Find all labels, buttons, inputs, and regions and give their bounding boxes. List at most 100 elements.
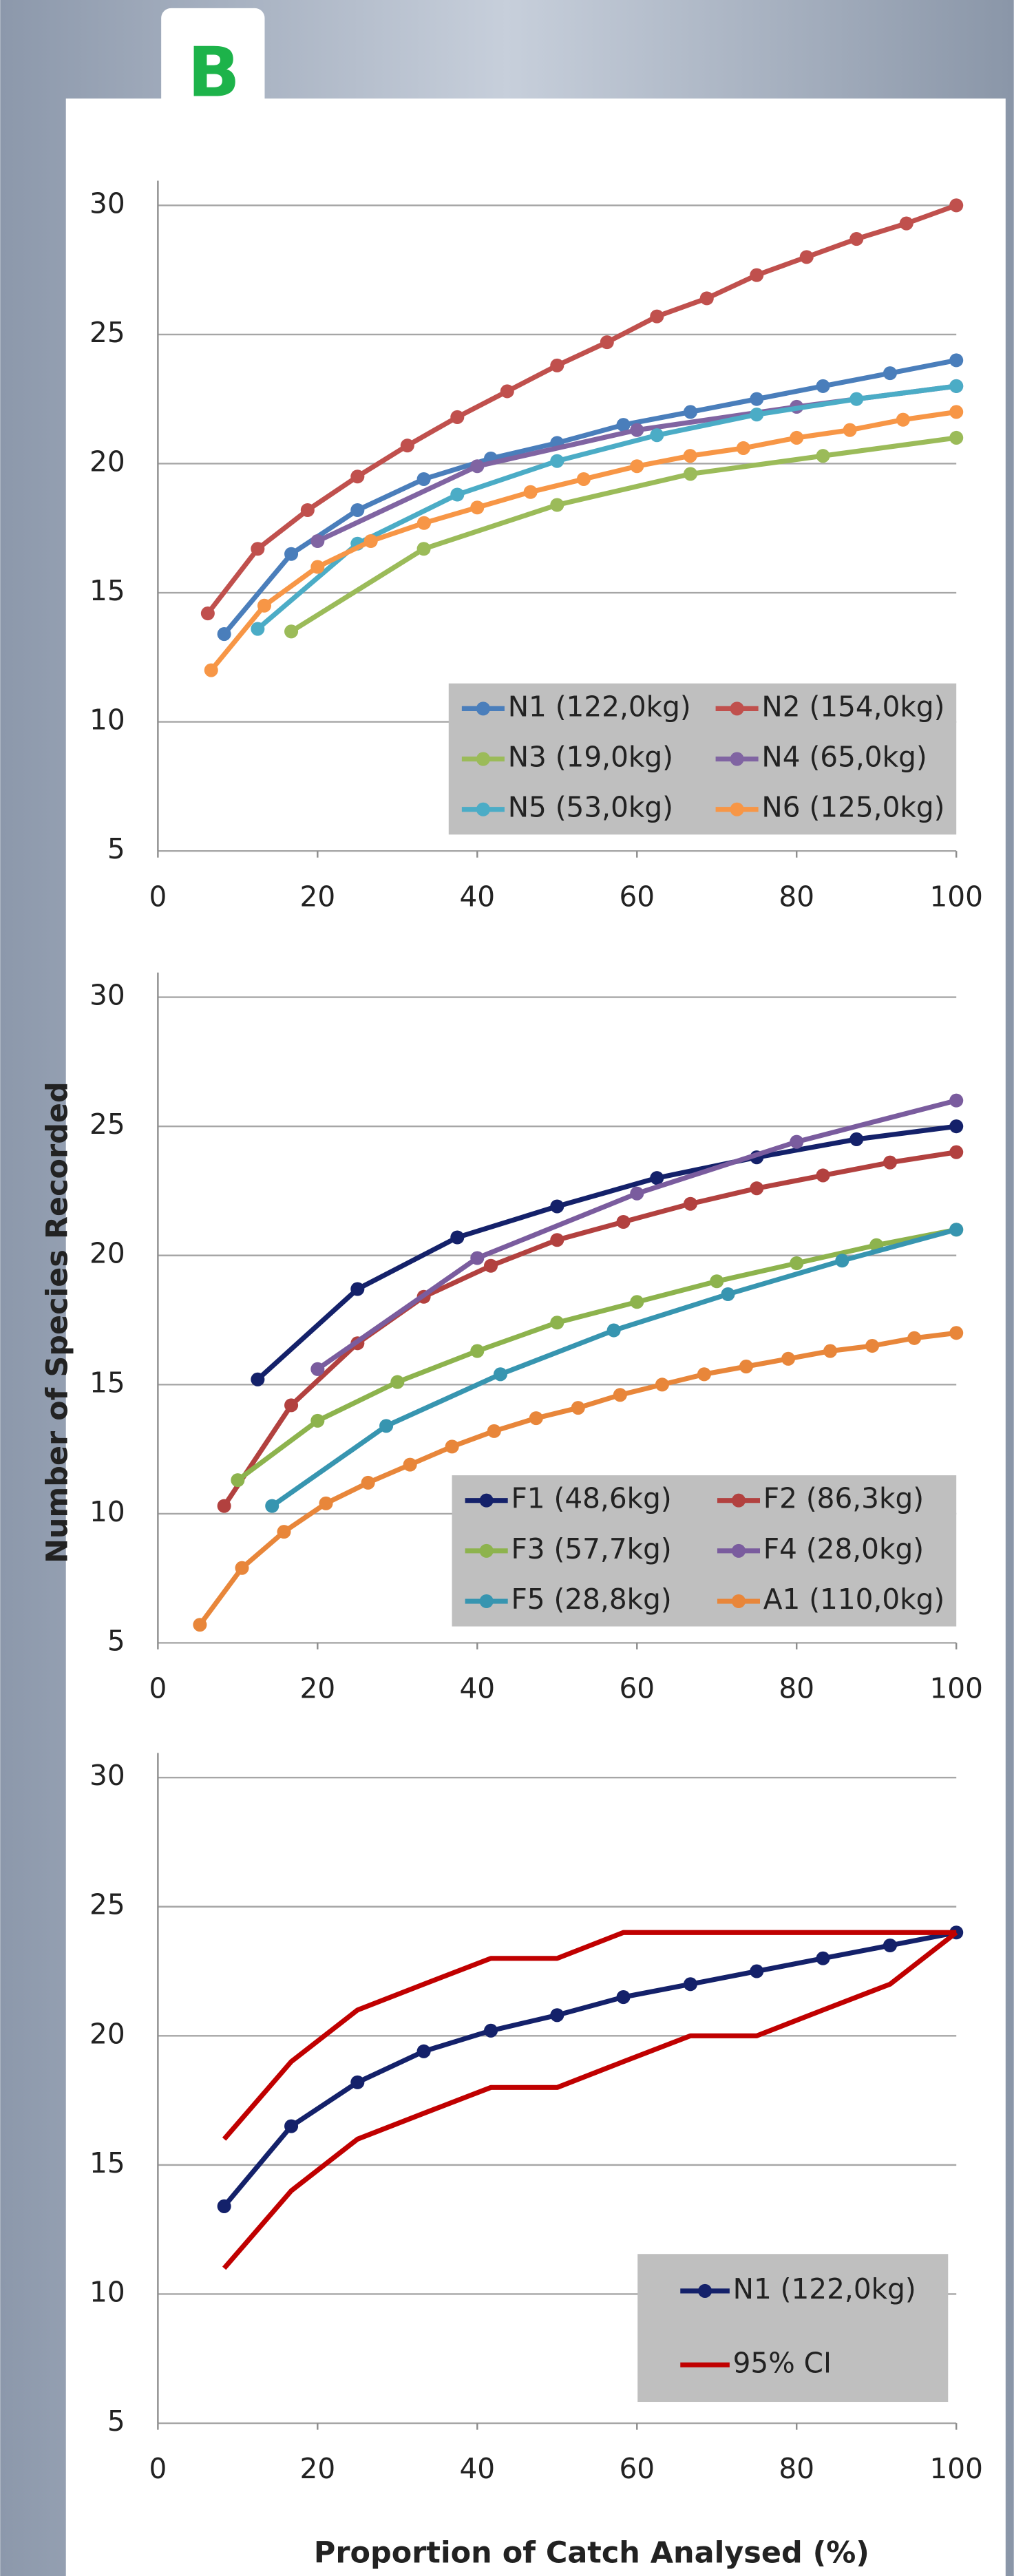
data-point bbox=[800, 250, 814, 264]
data-point bbox=[650, 428, 664, 442]
legend-marker bbox=[480, 1594, 494, 1608]
data-point bbox=[630, 1295, 644, 1309]
data-point bbox=[949, 198, 963, 212]
data-point bbox=[949, 431, 963, 445]
y-tick-label: 5 bbox=[107, 832, 125, 865]
data-point bbox=[907, 1331, 921, 1345]
legend-label: 95% CI bbox=[733, 2346, 832, 2379]
data-point bbox=[218, 1499, 231, 1513]
legend-label: N4 (65,0kg) bbox=[761, 741, 927, 774]
data-point bbox=[896, 413, 910, 427]
data-point bbox=[949, 405, 963, 419]
data-point bbox=[650, 310, 664, 324]
y-tick-label: 30 bbox=[89, 979, 125, 1012]
x-tick-label: 20 bbox=[300, 1672, 336, 1705]
data-point bbox=[265, 1499, 279, 1513]
data-point bbox=[816, 1952, 830, 1965]
data-point bbox=[201, 606, 215, 620]
data-point bbox=[350, 2076, 364, 2089]
data-point bbox=[450, 487, 464, 501]
data-point bbox=[949, 1094, 963, 1108]
x-tick-label: 40 bbox=[459, 1672, 495, 1705]
legend-label: F5 (28,8kg) bbox=[511, 1583, 671, 1616]
data-point bbox=[470, 1251, 484, 1265]
data-point bbox=[684, 405, 697, 419]
data-point bbox=[710, 1274, 723, 1288]
data-point bbox=[445, 1439, 459, 1453]
data-point bbox=[390, 1375, 404, 1389]
y-tick-label: 25 bbox=[89, 1108, 125, 1141]
data-point bbox=[484, 2024, 498, 2038]
data-point bbox=[684, 467, 697, 481]
data-point bbox=[417, 542, 431, 556]
data-point bbox=[739, 1360, 753, 1373]
x-tick-label: 80 bbox=[779, 1672, 814, 1705]
data-point bbox=[617, 1990, 631, 2004]
data-point bbox=[193, 1618, 207, 1632]
data-point bbox=[494, 1367, 507, 1381]
legend-marker bbox=[730, 701, 744, 715]
data-point bbox=[949, 379, 963, 393]
data-point bbox=[613, 1388, 627, 1402]
panel-label: B bbox=[187, 32, 240, 113]
x-tick-label: 20 bbox=[300, 2452, 336, 2485]
data-point bbox=[684, 1197, 697, 1211]
x-tick-label: 60 bbox=[619, 1672, 655, 1705]
legend-label: A1 (110,0kg) bbox=[763, 1583, 944, 1616]
data-point bbox=[550, 1199, 564, 1213]
y-tick-label: 10 bbox=[89, 2275, 125, 2308]
data-point bbox=[816, 449, 830, 463]
data-point bbox=[650, 1171, 664, 1185]
y-tick-label: 25 bbox=[89, 1888, 125, 1921]
data-point bbox=[750, 1965, 763, 1978]
data-point bbox=[883, 366, 897, 380]
data-point bbox=[790, 431, 803, 445]
legend-label: F3 (57,7kg) bbox=[511, 1532, 671, 1565]
data-point bbox=[470, 459, 484, 473]
data-point bbox=[350, 469, 364, 483]
data-point bbox=[630, 459, 644, 473]
data-point bbox=[843, 423, 857, 437]
x-tick-label: 0 bbox=[149, 2452, 167, 2485]
data-point bbox=[577, 472, 591, 486]
data-point bbox=[484, 1259, 498, 1273]
data-point bbox=[550, 2008, 564, 2022]
y-tick-label: 20 bbox=[89, 1237, 125, 1270]
data-point bbox=[684, 1977, 697, 1991]
y-tick-label: 20 bbox=[89, 445, 125, 478]
data-point bbox=[417, 472, 431, 486]
x-tick-label: 60 bbox=[619, 880, 655, 913]
legend-marker bbox=[730, 752, 744, 766]
data-point bbox=[700, 291, 714, 305]
data-point bbox=[284, 1398, 298, 1412]
data-point bbox=[697, 1367, 711, 1381]
data-point bbox=[361, 1476, 375, 1490]
x-tick-label: 40 bbox=[459, 2452, 495, 2485]
data-point bbox=[949, 1326, 963, 1340]
data-point bbox=[301, 503, 315, 517]
data-point bbox=[949, 1146, 963, 1159]
data-point bbox=[231, 1473, 244, 1487]
data-point bbox=[949, 1223, 963, 1236]
legend-label: N1 (122,0kg) bbox=[508, 690, 691, 723]
data-point bbox=[550, 498, 564, 511]
legend-label: N5 (53,0kg) bbox=[508, 791, 673, 824]
data-point bbox=[277, 1525, 291, 1539]
data-point bbox=[790, 1256, 803, 1270]
y-tick-label: 30 bbox=[89, 187, 125, 220]
data-point bbox=[470, 500, 484, 514]
data-point bbox=[750, 268, 763, 282]
data-point bbox=[781, 1352, 795, 1366]
y-axis-label: Number of Species Recorded bbox=[41, 1081, 75, 1563]
data-point bbox=[251, 542, 264, 556]
x-tick-label: 80 bbox=[779, 2452, 814, 2485]
data-point bbox=[218, 627, 231, 641]
data-point bbox=[218, 2199, 231, 2213]
data-point bbox=[816, 1168, 830, 1182]
data-point bbox=[235, 1561, 249, 1575]
y-tick-label: 20 bbox=[89, 2017, 125, 2050]
data-point bbox=[310, 1414, 324, 1428]
legend-marker bbox=[730, 803, 744, 816]
data-point bbox=[750, 408, 763, 421]
data-point bbox=[284, 547, 298, 561]
